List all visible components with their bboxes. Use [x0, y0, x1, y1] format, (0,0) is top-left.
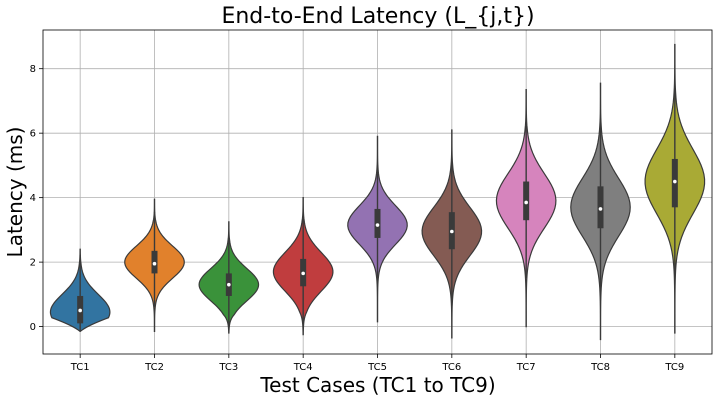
y-tick-label: 2: [30, 258, 36, 269]
median-dot-tc6: [450, 229, 454, 234]
x-axis-label: Test Cases (TC1 to TC9): [259, 373, 495, 397]
x-tick-label: TC9: [664, 362, 684, 373]
y-axis-label: Latency (ms): [3, 127, 27, 258]
x-tick-label: TC1: [70, 362, 90, 373]
violin-group: [49, 43, 706, 341]
x-tick-label: TC5: [367, 362, 387, 373]
median-dot-tc1: [78, 308, 82, 313]
x-tick-label: TC8: [590, 362, 610, 373]
median-dot-tc5: [375, 223, 380, 227]
median-dot-tc8: [598, 207, 603, 211]
y-tick-label: 6: [30, 129, 36, 140]
y-tick-label: 8: [30, 64, 36, 75]
y-axis-ticks: 0 2 4 6 8: [30, 64, 43, 333]
y-tick-label: 4: [30, 193, 36, 204]
median-dot-tc7: [524, 200, 528, 205]
median-dot-tc2: [152, 261, 157, 266]
y-tick-label: 0: [30, 322, 36, 333]
x-tick-label: TC3: [218, 362, 238, 373]
x-tick-label: TC7: [516, 362, 536, 373]
chart-title: End-to-End Latency (L_{j,t}): [221, 4, 534, 29]
median-dot-tc3: [227, 282, 231, 287]
x-tick-label: TC6: [441, 362, 461, 373]
median-dot-tc9: [673, 179, 677, 184]
x-tick-label: TC4: [293, 362, 313, 373]
median-dot-tc4: [301, 271, 305, 276]
x-tick-label: TC2: [144, 362, 164, 373]
x-axis-ticks: TC1 TC2 TC3 TC4 TC5 TC6 TC7 TC8 TC9: [70, 354, 684, 373]
